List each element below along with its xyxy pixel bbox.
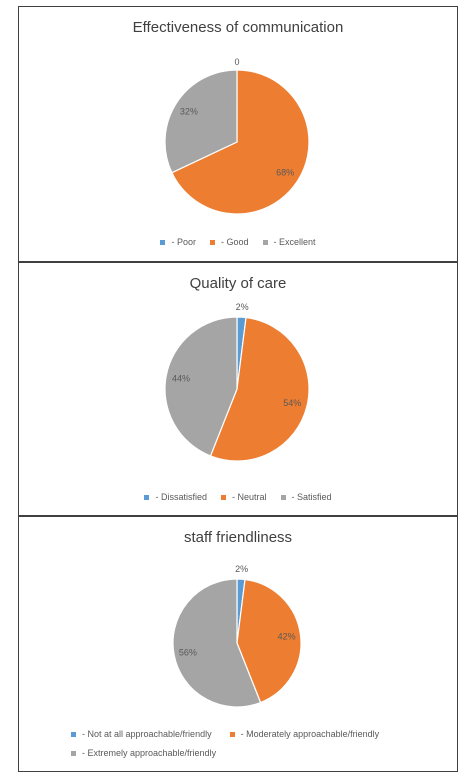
- legend-item-dissatisfied: - Dissatisfied: [144, 492, 207, 502]
- pie-chart-quality: 2% 54% 44%: [164, 302, 310, 462]
- legend-item-good: - Good: [209, 237, 249, 247]
- chart-title: staff friendliness: [183, 529, 293, 546]
- legend-swatch: [160, 239, 166, 245]
- data-label: 42%: [278, 632, 296, 642]
- data-label: 54%: [283, 398, 301, 408]
- slice-extremely-approachable: [172, 578, 262, 708]
- data-label: 68%: [276, 168, 294, 178]
- slice-excellent: [164, 69, 238, 174]
- legend-swatch: [71, 731, 76, 737]
- figure-frame: [18, 6, 458, 772]
- legend-item-moderately-approachable: - Moderately approachable/friendly: [229, 729, 380, 739]
- legend-label: - Not at all approachable/friendly: [82, 729, 212, 739]
- legend-swatch: [144, 494, 150, 500]
- legend-item-not-approachable: - Not at all approachable/friendly: [71, 729, 212, 739]
- chart-legend: - Not at all approachable/friendly - Mod…: [19, 729, 457, 758]
- legend-swatch: [262, 239, 268, 245]
- data-label: 56%: [179, 647, 197, 657]
- chart-panel-communication: Effectiveness of communication 0 68% 32% -…: [19, 7, 457, 261]
- legend-swatch: [280, 494, 286, 500]
- chart-panel-friendliness: staff friendliness 2% 42% 56% - Not at all…: [19, 517, 457, 771]
- legend-item-excellent: - Excellent: [262, 237, 316, 247]
- chart-legend: - Poor - Good - Excellent: [19, 237, 457, 247]
- legend-swatch: [220, 494, 226, 500]
- legend-label: - Extremely approachable/friendly: [82, 748, 217, 758]
- legend-swatch: [71, 750, 76, 756]
- legend-item-neutral: - Neutral: [220, 492, 267, 502]
- legend-label: - Moderately approachable/friendly: [240, 729, 380, 739]
- chart-panel-quality: Quality of care 2% 54% 44% - Dissatisfied …: [19, 263, 457, 515]
- slice-good: [171, 69, 310, 215]
- data-label: 2%: [236, 302, 249, 312]
- data-label: 32%: [180, 106, 198, 116]
- pie-chart-friendliness: 2% 42% 56%: [172, 564, 302, 708]
- chart-legend: - Dissatisfied - Neutral - Satisfied: [19, 492, 457, 502]
- legend-label: - Excellent: [273, 237, 316, 247]
- data-label: 44%: [172, 373, 190, 383]
- legend-label: - Poor: [171, 237, 196, 247]
- chart-title: Effectiveness of communication: [132, 19, 344, 36]
- legend-item-satisfied: - Satisfied: [280, 492, 332, 502]
- panel-divider: [18, 515, 458, 517]
- slice-moderately-approachable: [236, 578, 302, 704]
- panel-divider: [18, 261, 458, 263]
- legend-item-extremely-approachable: - Extremely approachable/friendly: [71, 748, 216, 758]
- data-label: 2%: [235, 564, 248, 574]
- chart-title: Quality of care: [189, 275, 287, 292]
- legend-item-poor: - Poor: [160, 237, 196, 247]
- legend-swatch: [229, 731, 235, 737]
- legend-label: - Dissatisfied: [155, 492, 207, 502]
- legend-swatch: [209, 239, 215, 245]
- slice-neutral: [209, 316, 310, 462]
- legend-label: - Satisfied: [291, 492, 332, 502]
- legend-label: - Neutral: [231, 492, 267, 502]
- pie-chart-communication: 0 68% 32%: [164, 57, 310, 215]
- data-label: 0: [234, 57, 239, 67]
- slice-satisfied: [164, 316, 238, 457]
- legend-label: - Good: [220, 237, 249, 247]
